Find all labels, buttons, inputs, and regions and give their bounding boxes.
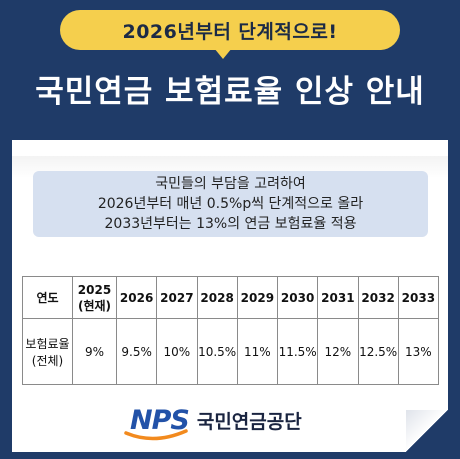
rate-cell: 13% [397,318,440,385]
table-header-row: 연도 2025 (현재) 2026 2027 2028 2029 2030 20… [22,276,440,319]
nps-logo-text: NPS [130,404,190,436]
table-row: 보험료율 (전체) 9% 9.5% 10% 10.5% 11% 11.5% 12… [22,318,440,385]
year-cell: 2027 [156,276,198,319]
org-name: 국민연금공단 [196,410,302,433]
rate-header-cell: 보험료율 (전체) [22,318,73,385]
info-box: 국민들의 부담을 고려하여 2026년부터 매년 0.5%p씩 단계적으로 올라… [33,171,428,237]
page-title: 국민연금 보험료율 인상 안내 [35,74,425,110]
badge-text: 2026년부터 단계적으로! [122,20,338,43]
rate-cell: 10.5% [196,318,238,385]
rate-cell: 9.5% [115,318,158,385]
info-line: 2033년부터는 13%의 연금 보험료율 적용 [104,216,357,232]
year-cell: 2032 [357,276,399,319]
info-line: 2026년부터 매년 0.5%p씩 단계적으로 올라 [97,196,364,212]
info-line: 국민들의 부담을 고려하여 [155,176,306,192]
year-cell: 2033 [397,276,440,319]
year-cell: 2030 [276,276,319,319]
year-cell: 2025 (현재) [72,276,117,319]
rate-cell: 11.5% [276,318,319,385]
nps-logo-mark: NPS [124,404,190,440]
year-header-cell: 연도 [22,276,73,319]
nps-logo: NPS 국민연금공단 [124,402,302,440]
page-fold-corner [406,410,448,452]
year-cell: 2031 [317,276,359,319]
swoosh-icon [124,428,188,440]
rate-cell: 9% [72,318,117,385]
year-cell: 2029 [236,276,279,319]
rate-cell: 12% [317,318,359,385]
year-cell: 2026 [115,276,158,319]
rate-cell: 10% [156,318,198,385]
rate-cell: 12.5% [357,318,399,385]
rate-cell: 11% [236,318,279,385]
rate-table: 연도 2025 (현재) 2026 2027 2028 2029 2030 20… [22,276,440,385]
announcement-badge: 2026년부터 단계적으로! [60,10,400,50]
year-cell: 2028 [196,276,238,319]
badge-tail [214,48,232,59]
